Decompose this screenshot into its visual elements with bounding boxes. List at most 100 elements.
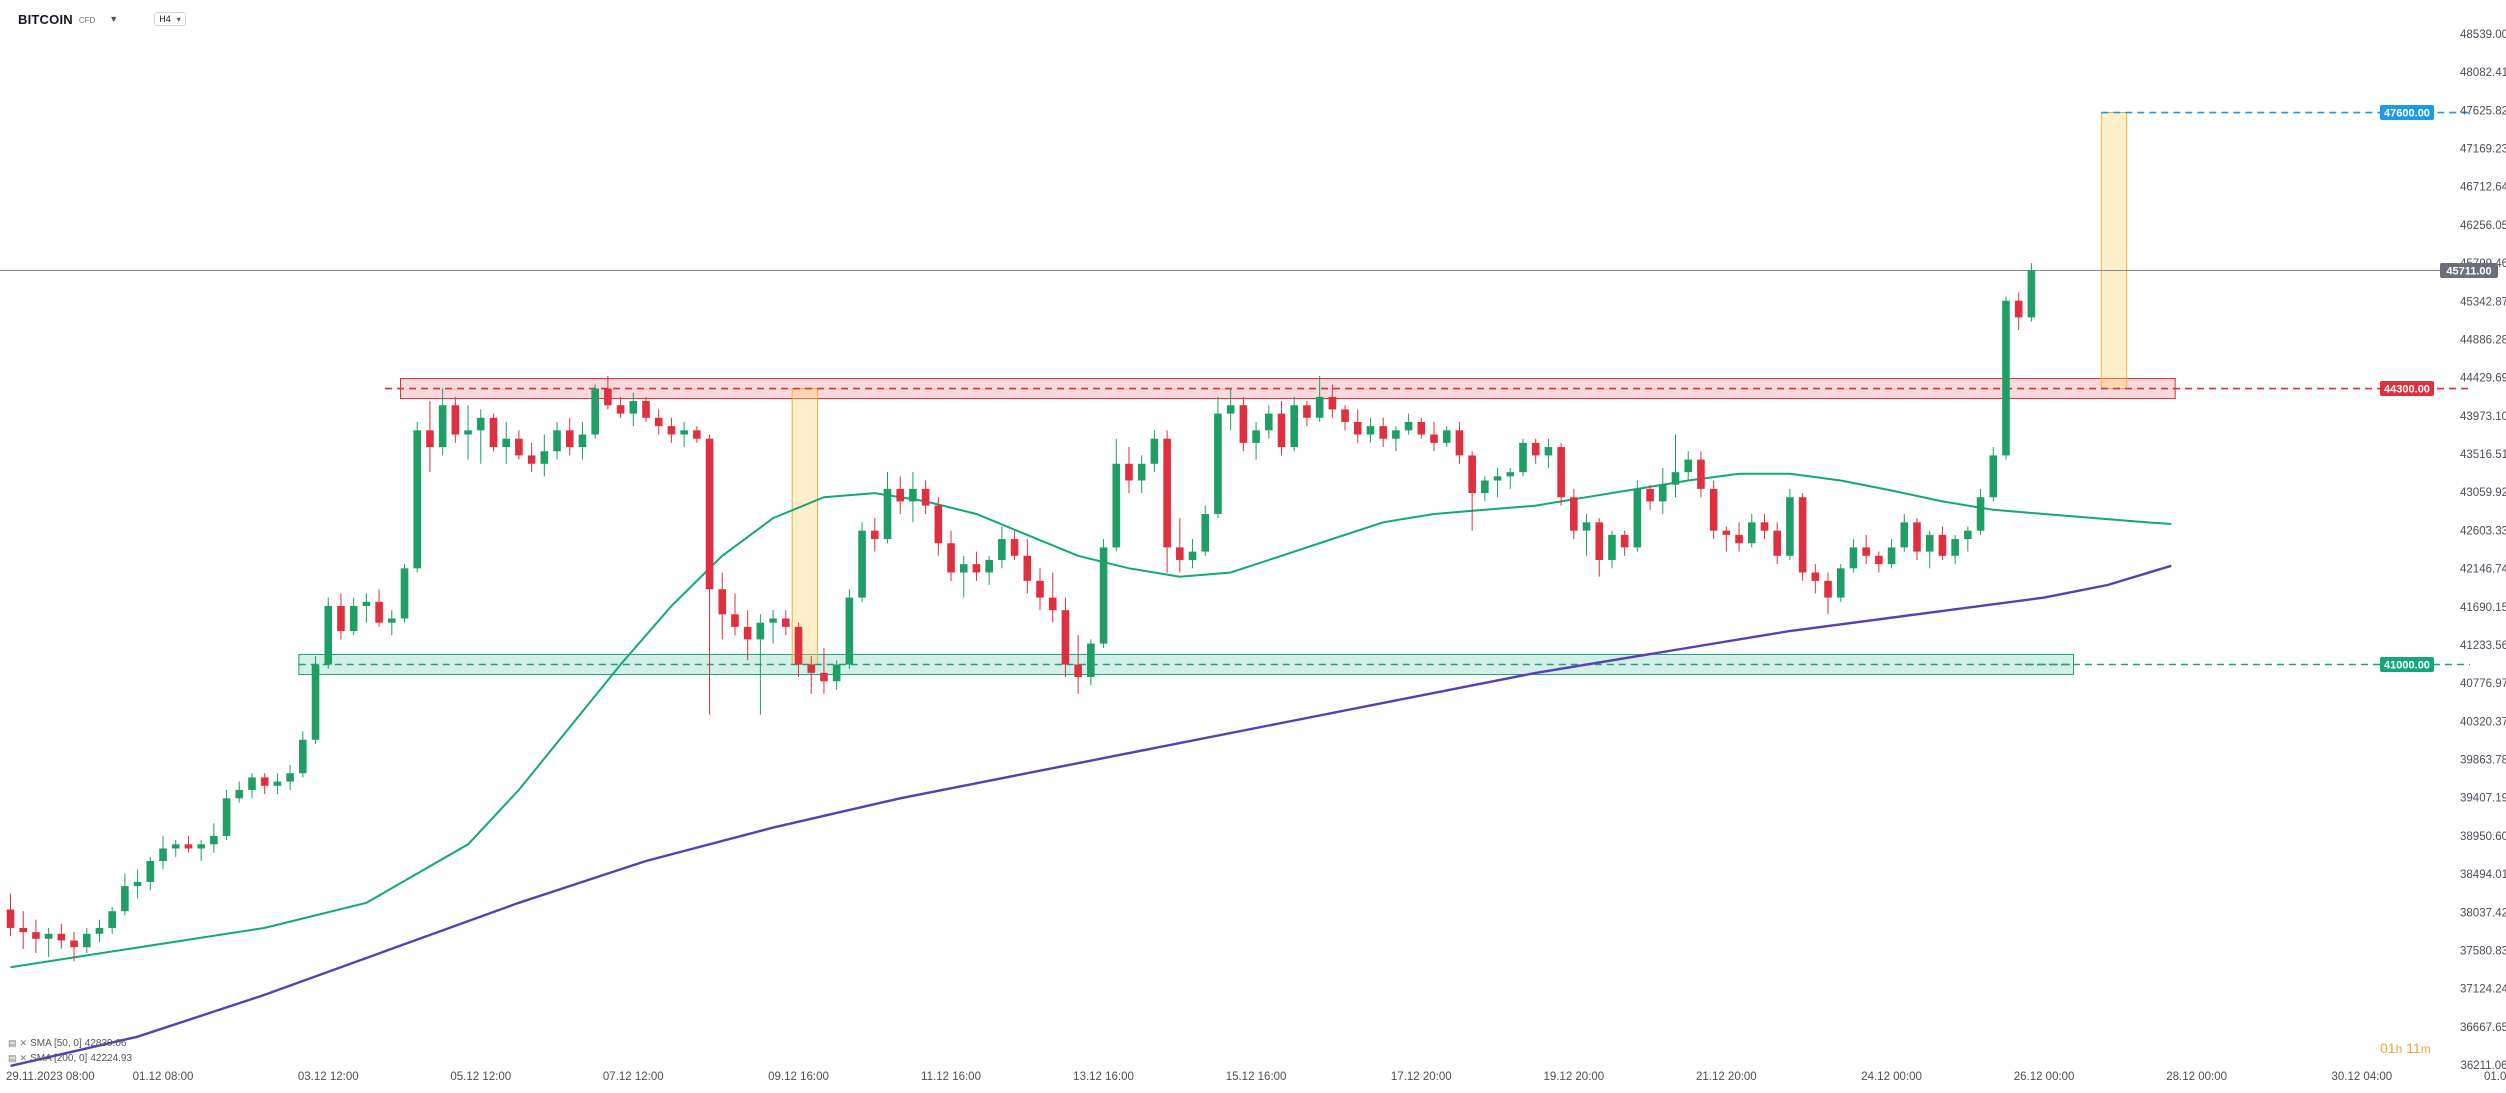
candle-body [553,430,561,452]
sma50-line [10,472,2172,969]
candle-body [413,430,422,569]
resistance-price-tag: 44300.00 [2384,384,2430,396]
candle-body [693,430,701,439]
symbol-dropdown-icon[interactable]: ▼ [109,14,119,24]
x-tick-label: 15.12 16:00 [1226,1071,1287,1083]
candle-body [210,835,218,845]
candle-body [1684,459,1693,473]
candle-body [44,933,53,939]
candle-body [1633,488,1642,548]
candle-body [159,848,167,862]
candle-body [1442,430,1451,443]
candle-body [680,430,688,435]
current-price-tag-bg [2440,263,2498,279]
legend-sma50-label: SMA [50, 0] [30,1038,82,1049]
target-price-tag: 47600.00 [2384,108,2430,120]
candle-body [883,488,892,540]
candle-body [426,430,434,448]
candle-body [1239,405,1248,443]
candle-body [1913,522,1921,552]
candle-body [1493,476,1502,481]
candle-body [438,405,447,448]
legend-sma200[interactable]: ▤ ✕ SMA [200, 0] 42224.93 [8,1053,132,1064]
bar-countdown: 01h 11m [2380,1040,2431,1056]
candle-body [1074,664,1082,678]
countdown-minutes-unit: m [2420,1042,2431,1056]
candle-body [1595,522,1604,560]
candle-body [909,488,917,502]
legend-menu-icon[interactable]: ▤ [8,1038,17,1048]
y-tick-label: 38037.42 [2460,907,2506,919]
candle-body [1277,413,1286,448]
candle-body [32,932,40,939]
candle-body [489,417,498,448]
candle-body [985,559,993,573]
y-tick-label: 43973.10 [2460,411,2506,423]
candle-body [565,430,574,448]
x-tick-label: 11.12 16:00 [921,1071,981,1083]
candle-body [1353,421,1362,435]
legend-sma50[interactable]: ▤ ✕ SMA [50, 0] 42839.06 [8,1038,126,1049]
candle-body [1417,421,1426,435]
candle-body [870,530,879,540]
y-tick-label: 44429.69 [2460,373,2506,385]
candle-body [1328,396,1337,410]
candle-body [2027,270,2036,318]
candle-body [2014,300,2023,318]
candle-body [515,438,523,456]
candle-body [1938,534,1947,556]
y-tick-label: 47625.82 [2460,105,2506,117]
y-tick-label: 36211.06 [2460,1060,2506,1072]
close-icon[interactable]: ✕ [19,1053,28,1063]
candle-body [1430,434,1438,443]
candle-body [1697,459,1705,489]
candle-body [1582,522,1591,531]
y-tick-label: 44886.28 [2460,334,2506,346]
candle-body [82,933,91,948]
candle-body [1481,480,1489,494]
candle-body [998,539,1006,560]
candle-body [1163,438,1171,548]
candle-body [375,601,383,623]
candle-body [1735,534,1743,544]
y-tick-label: 48539.00 [2460,29,2506,41]
y-tick-label: 42603.33 [2460,525,2506,537]
symbol-name[interactable]: BITCOIN [18,11,73,27]
x-tick-label: 05.12 12:00 [450,1071,511,1083]
candle-body [1798,497,1807,573]
candle-body [133,881,142,887]
candle-body [324,605,333,665]
candle-body [95,927,104,934]
legend-menu-icon[interactable]: ▤ [8,1053,17,1063]
candle-body [146,861,155,882]
candles [6,263,2036,962]
candle-body [1747,522,1756,544]
candle-body [2002,300,2010,456]
candle-body [1455,430,1464,456]
candle-body [947,543,955,573]
candle-body [451,405,460,435]
candle-body [743,626,752,640]
candle-body [502,438,510,448]
candle-body [591,388,599,435]
candle-body [1659,484,1667,502]
candle-body [70,940,78,948]
candle-body [896,488,904,502]
candle-body [1519,442,1527,473]
y-tick-label: 48082.41 [2460,67,2506,79]
y-tick-label: 40776.97 [2460,678,2506,690]
candle-body [1976,497,1985,531]
candle-body [1862,547,1870,556]
candle-body [1023,555,1032,581]
candle-body [1366,426,1375,435]
close-icon[interactable]: ✕ [19,1038,28,1048]
candle-body [273,781,282,786]
x-tick-label: 21.12 20:00 [1696,1071,1757,1083]
candle-body [578,434,587,448]
candle-body [400,568,409,619]
x-tick-label: 09.12 16:00 [768,1071,829,1083]
candle-body [1531,442,1540,456]
timeframe-select[interactable]: H4 ▾ [154,12,186,26]
candle-body [1506,472,1515,477]
